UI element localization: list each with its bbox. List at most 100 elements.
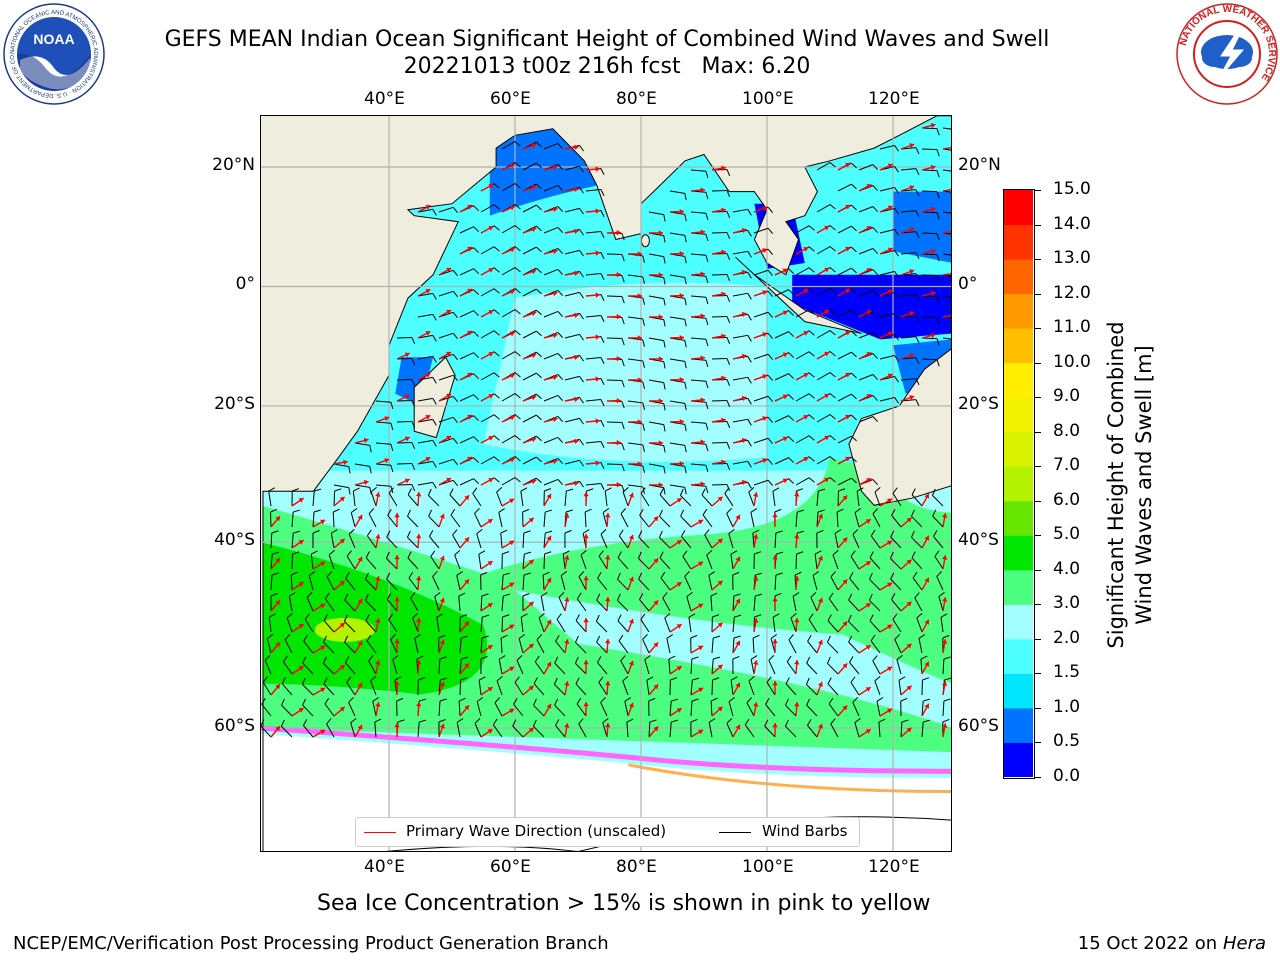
wave-direction-arrow bbox=[711, 538, 723, 549]
wave-direction-arrow bbox=[879, 582, 893, 591]
wave-direction-arrow bbox=[753, 660, 759, 675]
wave-direction-arrow bbox=[711, 664, 723, 675]
wind-barb bbox=[480, 414, 500, 423]
wind-barb bbox=[795, 309, 815, 318]
wind-barb bbox=[438, 656, 447, 675]
wind-barb bbox=[387, 508, 398, 528]
wind-barb bbox=[774, 373, 794, 381]
wind-barb bbox=[407, 488, 419, 507]
wind-barb bbox=[480, 614, 490, 633]
wave-direction-arrow bbox=[772, 722, 778, 738]
wind-barb bbox=[575, 635, 587, 654]
wind-barb bbox=[659, 551, 671, 570]
wind-barb bbox=[639, 509, 650, 528]
footer-date: 15 Oct 2022 on Hera bbox=[1078, 933, 1266, 954]
lat-left-item: 20°S bbox=[214, 393, 255, 414]
wind-barb bbox=[896, 654, 903, 675]
wind-barb bbox=[837, 225, 857, 234]
wind-barb bbox=[816, 288, 836, 297]
wind-barb bbox=[308, 571, 316, 591]
wind-barb bbox=[869, 614, 881, 633]
wind-barb bbox=[879, 186, 899, 194]
wind-barb bbox=[344, 635, 356, 654]
map-panel[interactable] bbox=[260, 115, 952, 852]
noaa-logo-text: NOAA bbox=[33, 31, 74, 47]
wind-barb bbox=[417, 460, 437, 468]
wave-direction-arrow bbox=[648, 440, 664, 446]
wind-barb bbox=[648, 697, 656, 717]
wave-direction-arrow bbox=[312, 645, 326, 654]
wind-barb bbox=[543, 268, 564, 276]
wave-direction-arrow bbox=[270, 599, 281, 612]
wave-direction-arrow bbox=[480, 225, 494, 234]
wind-barb bbox=[642, 634, 650, 654]
wave-direction-arrow bbox=[291, 539, 304, 549]
wind-barb bbox=[753, 227, 774, 234]
wind-barb bbox=[620, 508, 629, 528]
wind-barb bbox=[834, 529, 842, 549]
wave-direction-arrow bbox=[583, 659, 589, 675]
wind-barb bbox=[522, 162, 542, 171]
wind-barb bbox=[814, 550, 822, 570]
colorbar-label-line-2: Wind Waves and Swell [m] bbox=[1132, 345, 1156, 625]
wind-barb bbox=[921, 253, 940, 262]
wind-barb bbox=[921, 169, 940, 178]
lon-bottom-item: 60°E bbox=[490, 857, 531, 877]
wind-barb bbox=[543, 436, 564, 444]
wave-direction-arrow bbox=[564, 396, 579, 402]
wind-barb bbox=[458, 592, 466, 612]
wind-barb bbox=[600, 529, 608, 549]
wind-barb bbox=[496, 675, 503, 696]
wind-barb bbox=[438, 374, 459, 382]
colorbar-swatch bbox=[1004, 604, 1033, 640]
wave-direction-arrow bbox=[501, 247, 516, 255]
wind-barb bbox=[333, 488, 342, 507]
wind-barb bbox=[564, 459, 584, 467]
wind-barb bbox=[606, 421, 625, 430]
wind-barb bbox=[501, 309, 521, 318]
wave-direction-arrow bbox=[837, 162, 851, 171]
wave-direction-arrow bbox=[333, 459, 348, 465]
wind-barb bbox=[872, 655, 881, 675]
south-china-sea-low bbox=[893, 191, 951, 264]
title-line-1: GEFS MEAN Indian Ocean Significant Heigh… bbox=[164, 27, 1050, 52]
wind-barb bbox=[326, 571, 335, 591]
wind-barb bbox=[916, 612, 923, 633]
wind-barb bbox=[921, 295, 940, 304]
wind-barb bbox=[690, 421, 709, 431]
wind-barb bbox=[891, 593, 902, 612]
wave-direction-arrow bbox=[879, 624, 893, 633]
wave-direction-arrow bbox=[459, 704, 470, 717]
wind-barb bbox=[816, 330, 836, 339]
wind-barb bbox=[501, 183, 521, 192]
wind-barb bbox=[520, 487, 528, 507]
wave-direction-arrow bbox=[354, 682, 363, 696]
wave-direction-arrow bbox=[501, 624, 515, 633]
wind-barb bbox=[732, 593, 741, 612]
wave-direction-arrow bbox=[459, 662, 470, 675]
wind-barb bbox=[290, 571, 298, 591]
wave-direction-arrow bbox=[690, 397, 706, 403]
wind-barb bbox=[543, 184, 564, 192]
wind-barb bbox=[832, 549, 839, 570]
wave-direction-arrow bbox=[583, 533, 589, 549]
wave-direction-arrow bbox=[669, 418, 685, 425]
wave-direction-arrow bbox=[648, 356, 664, 362]
wind-barb bbox=[434, 591, 441, 612]
wind-barb bbox=[553, 677, 566, 696]
wind-barb bbox=[711, 315, 731, 324]
wind-barb bbox=[516, 655, 524, 675]
wind-barb bbox=[306, 591, 314, 612]
wave-direction-arrow bbox=[417, 204, 431, 213]
wave-direction-arrow bbox=[417, 372, 431, 381]
wave-direction-arrow bbox=[858, 602, 872, 612]
wind-barb bbox=[942, 316, 951, 319]
wave-direction-arrow bbox=[669, 208, 685, 215]
colorbar-tick-label: 1.5 bbox=[1053, 662, 1081, 683]
wave-direction-arrow bbox=[816, 477, 830, 486]
wind-barb bbox=[942, 169, 951, 172]
wind-barb bbox=[555, 719, 566, 738]
wind-barb bbox=[788, 634, 797, 654]
wave-direction-arrow bbox=[795, 246, 809, 255]
wind-barb bbox=[911, 530, 923, 549]
